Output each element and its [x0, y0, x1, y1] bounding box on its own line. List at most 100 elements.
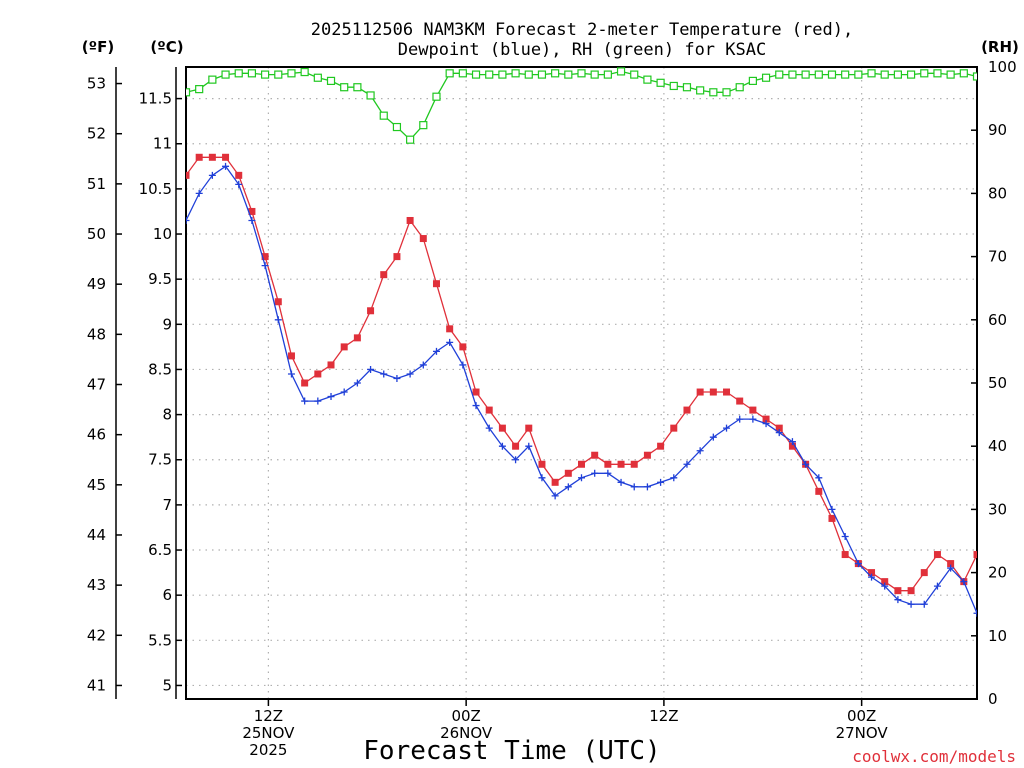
celsius-tick-label: 11: [153, 135, 172, 153]
rh-point: [471, 70, 481, 79]
temperature-point: [828, 514, 836, 522]
rh-point: [445, 69, 454, 78]
rh-point: [893, 70, 903, 79]
dewpoint-point: [762, 420, 770, 428]
fahrenheit-tick-label: 46: [87, 426, 106, 444]
rh-point: [696, 86, 705, 95]
temperature-point: [920, 569, 928, 577]
rh-tick-label: 0: [988, 690, 998, 708]
dewpoint-point: [881, 582, 889, 590]
temperature-point: [604, 460, 612, 468]
temperature-point: [564, 469, 572, 477]
celsius-tick-label: 6.5: [148, 541, 172, 559]
credit-label: coolwx.com/models: [852, 747, 1016, 766]
temperature-point: [274, 298, 282, 306]
dewpoint-point: [749, 415, 757, 423]
rh-point: [788, 70, 797, 79]
temperature-point: [380, 271, 388, 279]
rh-point: [906, 70, 916, 79]
temperature-point: [578, 460, 585, 468]
rh-tick-label: 40: [988, 437, 1007, 455]
celsius-tick-label: 10.5: [139, 180, 172, 198]
dewpoint-point: [446, 338, 454, 346]
dewpoint-point: [907, 600, 915, 608]
fahrenheit-tick-label: 49: [87, 275, 106, 293]
dewpoint-point: [854, 560, 862, 568]
celsius-tick-label: 8: [162, 406, 172, 424]
dewpoint-point: [432, 347, 440, 355]
rh-point: [577, 69, 586, 78]
rh-point: [392, 122, 402, 132]
temperature-point: [841, 551, 849, 559]
dewpoint-point: [274, 316, 282, 324]
dewpoint-point: [485, 424, 493, 432]
series-line: [186, 70, 977, 141]
temperature-point: [446, 325, 454, 333]
temperature-point: [868, 569, 876, 577]
dewpoint-point: [186, 216, 190, 224]
rh-point: [406, 135, 415, 144]
dewpoint-point: [340, 388, 348, 396]
dewpoint-point: [235, 180, 243, 188]
series-rh: [186, 67, 977, 144]
dewpoint-point: [788, 438, 796, 446]
dewpoint-point: [775, 429, 783, 437]
rh-point: [735, 83, 744, 92]
chart-title-line-1: 2025112506 NAM3KM Forecast 2-meter Tempe…: [311, 20, 853, 40]
dewpoint-point: [841, 532, 849, 540]
temperature-point: [788, 442, 796, 450]
temperature-point: [643, 451, 651, 459]
series-line: [186, 165, 977, 615]
rh-point: [261, 70, 270, 79]
rh-tick-label: 50: [988, 374, 1007, 392]
dewpoint-point: [406, 370, 414, 378]
rh-point: [366, 91, 375, 100]
rh-point: [827, 70, 837, 79]
fahrenheit-tick-label: 52: [87, 125, 106, 143]
dewpoint-point: [367, 365, 375, 373]
temperature-point: [551, 478, 559, 486]
rh-point: [511, 69, 520, 78]
dewpoint-point: [261, 262, 269, 270]
temperature-point: [525, 424, 533, 432]
rh-point: [564, 70, 573, 79]
rh-point: [972, 72, 977, 81]
dewpoint-point: [564, 483, 572, 491]
temperature-point: [881, 578, 889, 586]
rh-point: [630, 70, 639, 79]
rh-point: [353, 83, 362, 92]
dewpoint-point: [222, 162, 230, 170]
rh-point: [709, 88, 718, 97]
gridlines: [186, 67, 977, 699]
fahrenheit-tick-label: 51: [87, 175, 106, 193]
series-layer: [186, 67, 977, 617]
temperature-point: [907, 587, 915, 595]
dewpoint-point: [973, 609, 977, 617]
time-tick-label: 26NOV: [440, 724, 493, 742]
rh-point: [274, 70, 283, 79]
temperature-point: [947, 560, 955, 568]
dewpoint-point: [736, 415, 744, 423]
celsius-tick-label: 10: [153, 225, 172, 243]
temperature-point: [261, 253, 269, 261]
rh-point: [933, 69, 942, 78]
time-tick-label: 25NOV: [242, 724, 295, 742]
dewpoint-point: [696, 447, 704, 455]
dewpoint-point: [828, 505, 836, 513]
rh-point: [485, 70, 494, 79]
temperature-point: [973, 551, 977, 559]
time-tick-label: 00Z: [451, 707, 480, 725]
time-tick-label: 12Z: [649, 707, 678, 725]
rh-point: [379, 111, 388, 120]
fahrenheit-tick-label: 44: [87, 526, 106, 544]
dewpoint-point: [195, 189, 203, 197]
rh-axis: 0 10 20 30 40 50 60 70 80 90 100: [971, 58, 1017, 708]
rh-point: [867, 69, 876, 78]
rh-point: [920, 69, 929, 78]
temperature-point: [406, 216, 414, 224]
fahrenheit-tick-label: 41: [87, 676, 106, 694]
temperature-point: [657, 442, 665, 450]
dewpoint-point: [525, 442, 533, 450]
temperature-point: [749, 406, 757, 414]
